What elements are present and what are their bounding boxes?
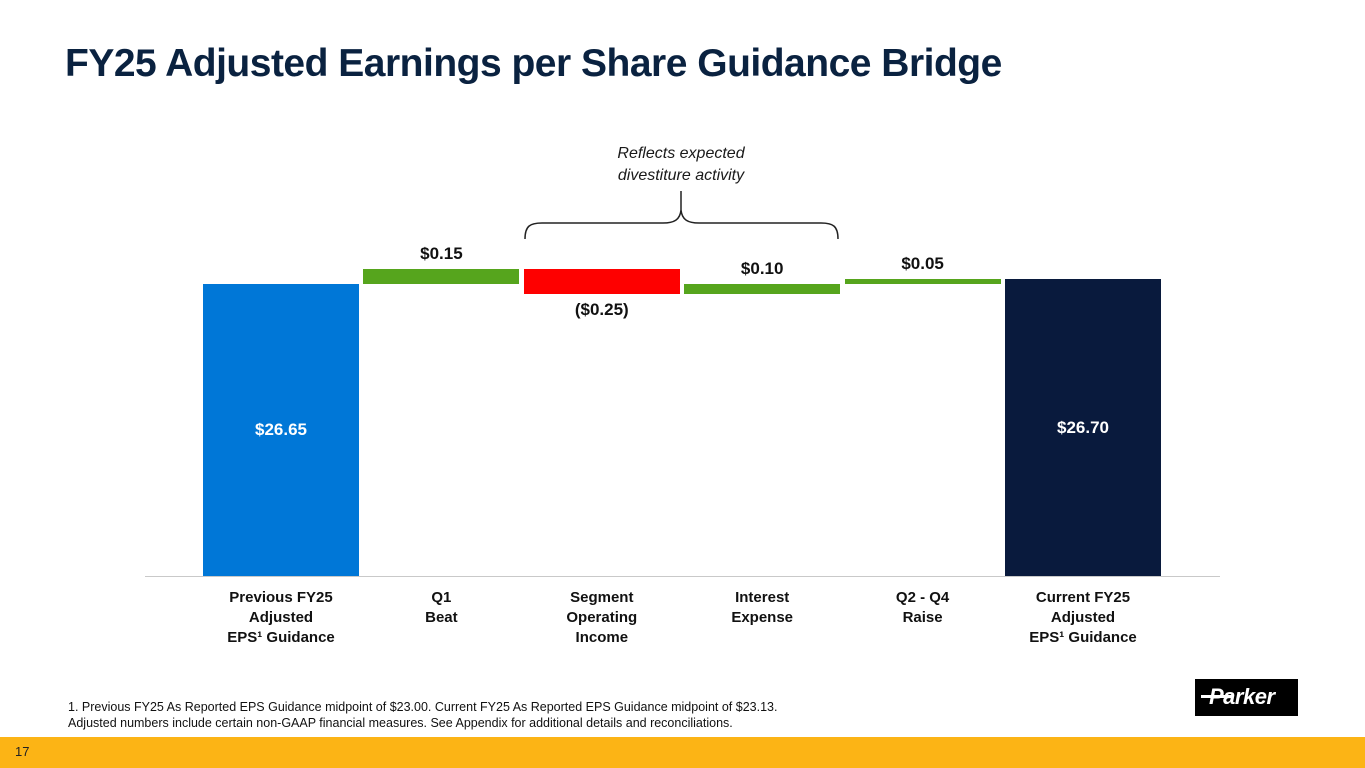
footnote-line-1: 1. Previous FY25 As Reported EPS Guidanc…	[68, 700, 778, 714]
brace-icon	[524, 191, 839, 240]
slide-title: FY25 Adjusted Earnings per Share Guidanc…	[65, 42, 1002, 85]
category-label-q1: Q1 Beat	[425, 589, 458, 626]
bottom-bar: 17	[0, 737, 1365, 768]
waterfall-bar-interest	[684, 284, 841, 294]
chart-annotation: Reflects expected divestiture activity	[617, 145, 745, 184]
waterfall-bar-q1	[363, 269, 520, 284]
chart-baseline	[145, 576, 1220, 577]
parker-logo: Parker	[1195, 679, 1298, 716]
category-label-segment: Segment Operating Income	[566, 589, 638, 646]
footnote: 1. Previous FY25 As Reported EPS Guidanc…	[68, 699, 777, 732]
parker-logo-line	[1201, 695, 1233, 698]
parker-logo-text: Parker	[1209, 684, 1275, 709]
waterfall-bar-q2-q4	[844, 279, 1001, 284]
value-label-q2-q4: $0.05	[901, 254, 944, 273]
value-label-previous-fy25: $26.65	[255, 420, 307, 439]
category-label-interest: Interest Expense	[731, 589, 794, 626]
value-label-q1: $0.15	[420, 244, 463, 263]
value-label-interest: $0.10	[740, 259, 784, 278]
page-number: 17	[15, 744, 30, 759]
category-label-current-fy25: Current FY25 Adjusted EPS¹ Guidance	[1029, 589, 1137, 646]
category-label-previous-fy25: Previous FY25 Adjusted EPS¹ Guidance	[227, 589, 335, 646]
waterfall-bar-previous-fy25	[203, 284, 359, 576]
value-label-segment: ($0.25)	[574, 300, 629, 319]
footnote-line-2: Adjusted numbers include certain non-GAA…	[68, 716, 733, 731]
category-label-q2-q4: Q2 - Q4 Raise	[895, 589, 950, 626]
value-label-current-fy25: $26.70	[1057, 417, 1109, 437]
waterfall-bar-segment	[523, 269, 680, 294]
waterfall-bar-current-fy25	[1005, 279, 1161, 576]
